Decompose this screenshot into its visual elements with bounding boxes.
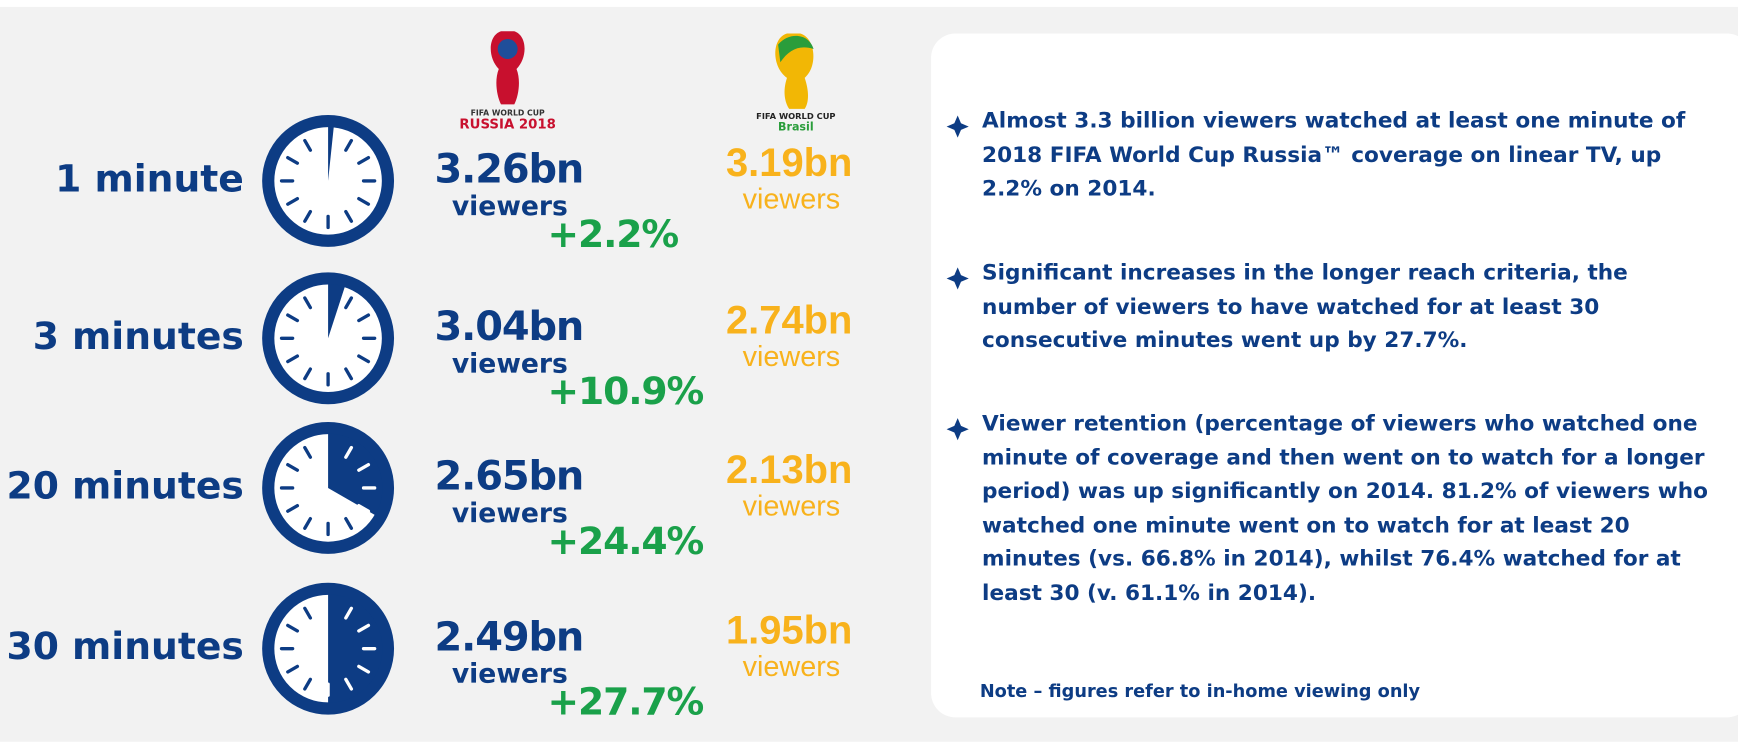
clock-tick (303, 516, 313, 530)
clock-tick (286, 354, 300, 364)
bullet-box: Viewer retention (percentage of viewers … (982, 410, 1709, 605)
clock-wedge (328, 126, 334, 181)
clock-tick (344, 138, 354, 152)
clock-tick (303, 677, 313, 691)
russia-unit: viewers (452, 348, 568, 379)
clock-tick (344, 209, 354, 223)
clock-tick (286, 462, 300, 472)
russia-unit: viewers (452, 659, 568, 690)
rows: 1 minute 3.26bnviewers+2.2%3.19bnviewers3… (7, 114, 852, 724)
brasil-logo: FIFA WORLD CUP Brasil (756, 33, 836, 134)
text-panel (931, 33, 1738, 718)
clock-tick (303, 367, 313, 381)
change: +2.2% (548, 212, 679, 256)
clock-wedge (328, 283, 345, 339)
brasil-unit: viewers (743, 490, 841, 522)
clock (262, 421, 395, 554)
clock-tick (286, 664, 300, 674)
russia-unit: viewers (452, 191, 568, 222)
russia-value: 3.04bn (435, 304, 584, 350)
clock-tick (357, 354, 371, 364)
bullets: Almost 3.3 billion viewers watched at le… (946, 107, 1709, 605)
brasil-unit: viewers (743, 183, 841, 215)
clock-tick (344, 516, 354, 530)
bullet-text: Significant increases in the longer reac… (982, 259, 1628, 353)
clock-tick (344, 296, 354, 310)
brasil-unit: viewers (743, 341, 841, 373)
clock-tick (344, 677, 354, 691)
bullet-star (946, 267, 969, 290)
clock-tick (286, 196, 300, 206)
brasil-value: 1.95bn (726, 609, 852, 653)
bullet-star (946, 418, 969, 441)
clock-wedge (328, 433, 383, 516)
trophy-ball (497, 39, 518, 59)
bullet-star (946, 115, 969, 138)
russia-value: 2.49bn (435, 614, 584, 660)
russia-unit: viewers (452, 498, 568, 529)
clock-tick (286, 155, 300, 165)
clock-wedge (328, 594, 383, 703)
logo-text: Brasil (778, 121, 814, 134)
clock-tick (303, 296, 313, 310)
clock-tick (303, 209, 313, 223)
note: Note – figures refer to in-home viewing … (980, 682, 1421, 702)
bullet-text: Viewer retention (percentage of viewers … (982, 410, 1709, 605)
trophy-leaf (778, 35, 814, 63)
clock (262, 114, 395, 247)
row-label: 20 minutes (7, 463, 244, 507)
logo-text: FIFA WORLD CUP (471, 108, 545, 117)
clock (262, 582, 395, 715)
clock-tick (303, 445, 313, 459)
clock-tick (344, 606, 354, 620)
bullet-box: Almost 3.3 billion viewers watched at le… (982, 107, 1686, 201)
logo-text: FIFA WORLD CUP (756, 111, 835, 121)
change: +27.7% (548, 680, 704, 724)
brasil-value: 2.13bn (726, 448, 852, 492)
clock-tick (286, 623, 300, 633)
change: +24.4% (548, 519, 704, 563)
russia-value: 2.65bn (435, 454, 584, 500)
clock (262, 272, 395, 405)
clock-tick (344, 367, 354, 381)
clock-tick (357, 623, 371, 633)
clock-tick (357, 155, 371, 165)
clock-tick (357, 313, 371, 323)
clock-tick (357, 462, 371, 472)
row-label: 30 minutes (7, 624, 244, 668)
brasil-value: 3.19bn (726, 141, 852, 185)
clock-tick (357, 504, 371, 513)
row-label: 3 minutes (33, 314, 244, 358)
clock-tick (344, 445, 354, 459)
clock-tick (357, 664, 371, 674)
bullet-text: Almost 3.3 billion viewers watched at le… (982, 107, 1686, 201)
logo-text: RUSSIA 2018 (459, 117, 555, 132)
russia-value: 3.26bn (435, 147, 584, 193)
bullet-box: Significant increases in the longer reac… (982, 259, 1628, 353)
clock-tick (286, 313, 300, 323)
clock-tick (303, 606, 313, 620)
clock-tick (286, 504, 300, 513)
brasil-unit: viewers (743, 651, 841, 683)
russia-logo: FIFA WORLD CUP RUSSIA 2018 (459, 31, 556, 132)
clock-tick (357, 196, 371, 206)
brasil-value: 2.74bn (726, 298, 852, 342)
change: +10.9% (548, 369, 704, 413)
clock-tick (303, 138, 313, 152)
row-label: 1 minute (55, 156, 244, 200)
